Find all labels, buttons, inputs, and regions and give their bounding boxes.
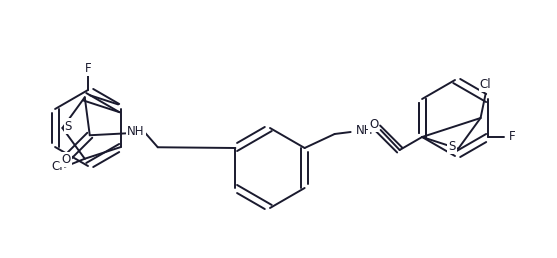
Text: Cl: Cl bbox=[51, 160, 62, 173]
Text: F: F bbox=[85, 61, 91, 75]
Text: S: S bbox=[448, 140, 456, 153]
Text: NH: NH bbox=[127, 125, 144, 138]
Text: NH: NH bbox=[356, 124, 373, 136]
Text: O: O bbox=[369, 117, 378, 131]
Text: O: O bbox=[61, 153, 70, 166]
Text: S: S bbox=[65, 119, 72, 133]
Text: Cl: Cl bbox=[480, 77, 491, 91]
Text: F: F bbox=[509, 131, 515, 143]
